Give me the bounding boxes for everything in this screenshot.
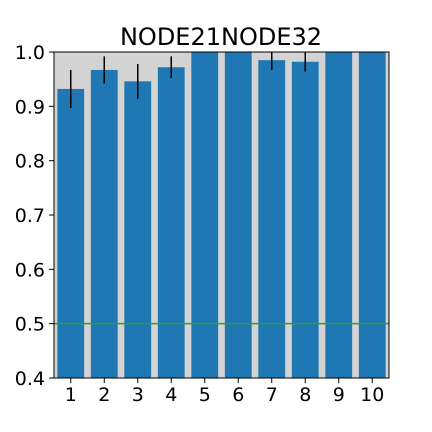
y-tick-label: 0.8 (15, 151, 45, 173)
y-tick-label: 0.4 (15, 368, 45, 390)
x-tick-label: 1 (65, 384, 77, 406)
y-tick-label: 0.9 (15, 96, 45, 118)
x-tick-label: 7 (266, 384, 278, 406)
y-tick-label: 0.5 (15, 314, 45, 336)
bar-3 (124, 81, 152, 378)
x-tick-label: 2 (98, 384, 110, 406)
x-tick-label: 10 (360, 384, 384, 406)
bar-10 (358, 52, 386, 378)
y-tick-label: 0.6 (15, 259, 45, 281)
x-tick-label: 6 (232, 384, 244, 406)
bar-1 (57, 88, 85, 379)
bar-5 (191, 52, 219, 378)
x-tick-label: 3 (132, 384, 144, 406)
bar-7 (258, 60, 286, 379)
bar-8 (291, 61, 319, 378)
chart-title: NODE21NODE32 (120, 23, 322, 51)
error-bars-group (70, 52, 306, 108)
y-tick-label: 0.7 (15, 205, 45, 227)
x-tick-label: 4 (165, 384, 177, 406)
bar-4 (157, 67, 185, 379)
bar-6 (224, 52, 252, 378)
y-axis: 0.4 0.5 0.6 0.7 0.8 0.9 1.0 (15, 42, 54, 390)
bar-9 (325, 52, 353, 378)
x-axis: 1 2 3 4 5 6 7 8 9 10 (65, 378, 384, 406)
bar-2 (90, 69, 118, 379)
x-tick-label: 9 (333, 384, 345, 406)
x-tick-label: 8 (299, 384, 311, 406)
x-tick-label: 5 (199, 384, 211, 406)
y-tick-label: 1.0 (15, 42, 45, 64)
